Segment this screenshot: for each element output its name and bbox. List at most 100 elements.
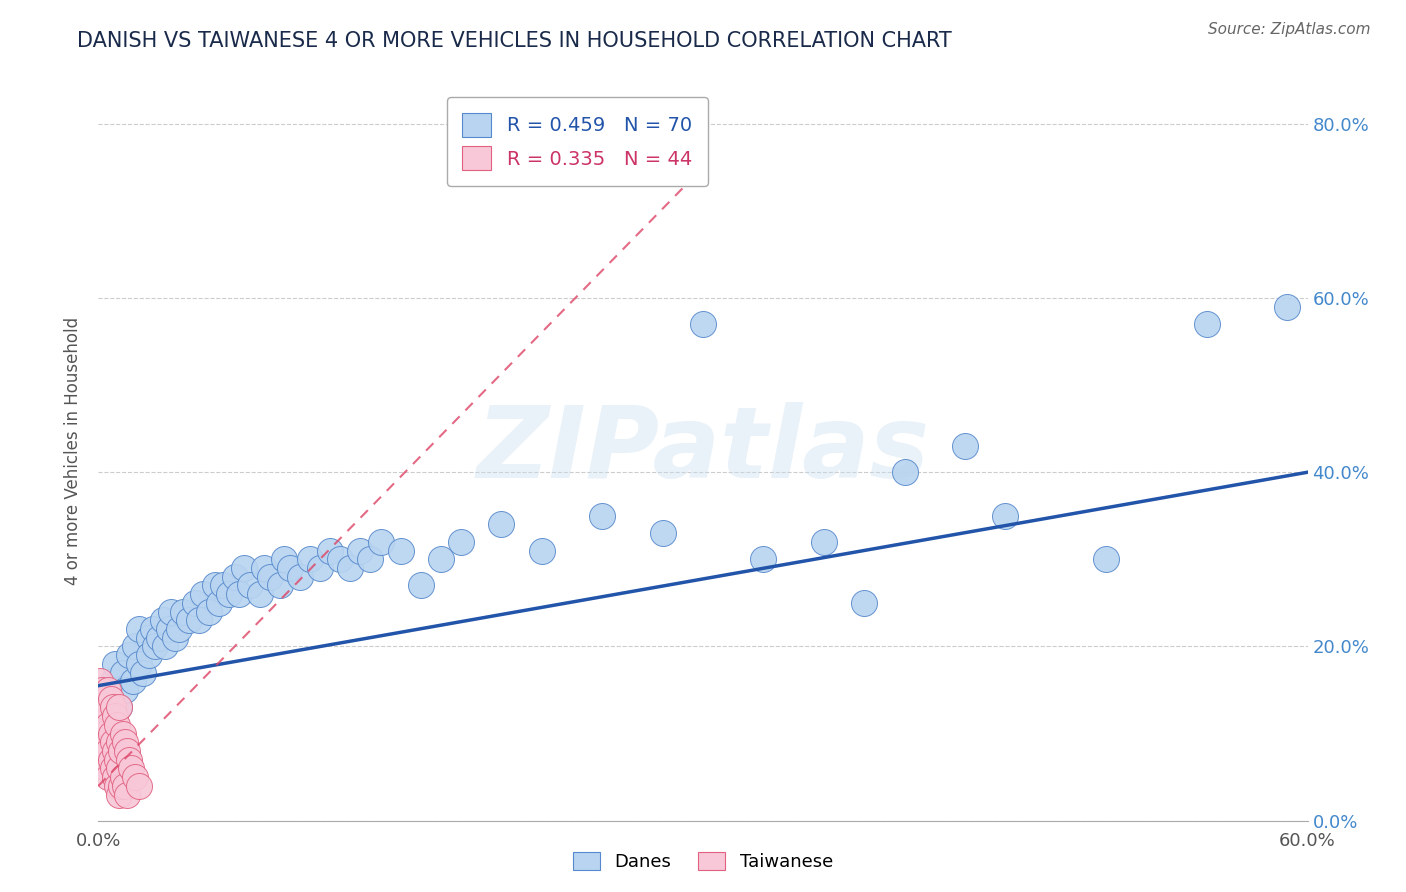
Point (100, 691, 122, 706)
Point (96, 735, 118, 749)
Point (232, 561, 254, 575)
Point (103, 657, 125, 671)
Point (97, 718, 120, 732)
Point (124, 770, 146, 784)
Point (430, 552, 453, 566)
Point (319, 543, 342, 558)
Point (349, 543, 371, 558)
Legend: R = 0.459   N = 70, R = 0.335   N = 44: R = 0.459 N = 70, R = 0.335 N = 44 (447, 97, 707, 186)
Point (389, 543, 412, 558)
Point (193, 587, 215, 601)
Point (114, 735, 136, 749)
Point (651, 526, 673, 541)
Point (1195, 317, 1218, 331)
Point (259, 570, 281, 584)
Point (111, 726, 134, 740)
Point (309, 561, 332, 575)
Point (278, 561, 301, 575)
Point (107, 700, 129, 714)
Point (101, 674, 124, 689)
Point (93, 691, 115, 706)
Point (107, 700, 129, 714)
Point (115, 744, 138, 758)
Point (118, 648, 141, 662)
Point (97, 744, 120, 758)
Point (118, 753, 141, 767)
Point (179, 613, 201, 627)
Point (153, 640, 176, 654)
Point (152, 613, 174, 627)
Point (101, 700, 124, 714)
Point (239, 578, 262, 592)
Point (105, 718, 128, 732)
Point (93, 726, 115, 740)
Point (299, 552, 322, 566)
Point (128, 779, 150, 793)
Point (96, 761, 118, 775)
Point (157, 622, 180, 636)
Point (100, 753, 122, 767)
Point (97, 770, 120, 784)
Point (89, 726, 111, 740)
Point (114, 779, 136, 793)
Point (212, 578, 235, 592)
Point (114, 683, 136, 698)
Point (204, 578, 226, 592)
Point (101, 735, 124, 749)
Point (121, 674, 143, 689)
Point (198, 605, 221, 619)
Point (218, 587, 240, 601)
Point (188, 613, 211, 627)
Point (1277, 300, 1299, 314)
Point (1095, 552, 1118, 566)
Point (97, 691, 120, 706)
Point (124, 640, 146, 654)
Text: Source: ZipAtlas.com: Source: ZipAtlas.com (1208, 22, 1371, 37)
Point (89, 674, 111, 689)
Point (269, 578, 291, 592)
Point (91, 709, 114, 723)
Legend: Danes, Taiwanese: Danes, Taiwanese (565, 845, 841, 879)
Point (893, 465, 915, 479)
Point (273, 552, 295, 566)
Point (91, 744, 114, 758)
Point (143, 640, 166, 654)
Point (91, 683, 114, 698)
Point (184, 596, 207, 610)
Point (132, 665, 155, 680)
Text: DANISH VS TAIWANESE 4 OR MORE VEHICLES IN HOUSEHOLD CORRELATION CHART: DANISH VS TAIWANESE 4 OR MORE VEHICLES I… (77, 31, 952, 51)
Point (128, 622, 150, 636)
Point (409, 578, 432, 592)
Point (752, 552, 775, 566)
Point (142, 622, 165, 636)
Point (120, 761, 142, 775)
Point (288, 570, 311, 584)
Point (853, 596, 876, 610)
Point (103, 709, 125, 723)
Point (100, 726, 122, 740)
Text: ZIPatlas: ZIPatlas (477, 402, 929, 499)
Point (692, 317, 714, 331)
Point (138, 631, 160, 645)
Point (994, 508, 1017, 523)
Point (128, 657, 150, 671)
Point (450, 535, 472, 549)
Point (111, 665, 134, 680)
Point (813, 535, 835, 549)
Point (249, 587, 271, 601)
Point (107, 761, 129, 775)
Point (228, 587, 250, 601)
Point (491, 517, 513, 532)
Point (111, 770, 134, 784)
Point (107, 735, 129, 749)
Point (115, 788, 138, 802)
Point (148, 631, 170, 645)
Point (360, 552, 382, 566)
Y-axis label: 4 or more Vehicles in Household: 4 or more Vehicles in Household (65, 317, 83, 584)
Point (97, 683, 120, 698)
Point (339, 561, 361, 575)
Point (224, 570, 246, 584)
Point (103, 744, 125, 758)
Point (530, 543, 553, 558)
Point (110, 744, 132, 758)
